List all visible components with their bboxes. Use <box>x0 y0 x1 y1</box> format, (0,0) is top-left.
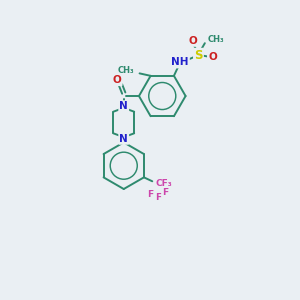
Text: F: F <box>162 188 168 196</box>
Text: NH: NH <box>171 57 189 67</box>
Text: S: S <box>194 49 203 62</box>
Text: O: O <box>189 36 197 46</box>
Text: N: N <box>119 101 128 111</box>
Text: F: F <box>155 194 161 202</box>
Text: O: O <box>113 75 122 85</box>
Text: O: O <box>208 52 217 62</box>
Text: CF₃: CF₃ <box>155 179 172 188</box>
Text: N: N <box>119 134 128 144</box>
Text: CH₃: CH₃ <box>208 34 224 43</box>
Text: CH₃: CH₃ <box>118 66 135 75</box>
Text: F: F <box>147 190 153 199</box>
